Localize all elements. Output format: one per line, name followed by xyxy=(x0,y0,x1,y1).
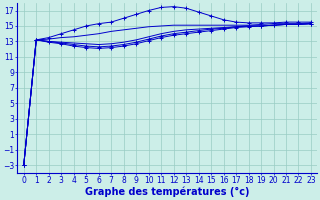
X-axis label: Graphe des températures (°c): Graphe des températures (°c) xyxy=(85,187,250,197)
